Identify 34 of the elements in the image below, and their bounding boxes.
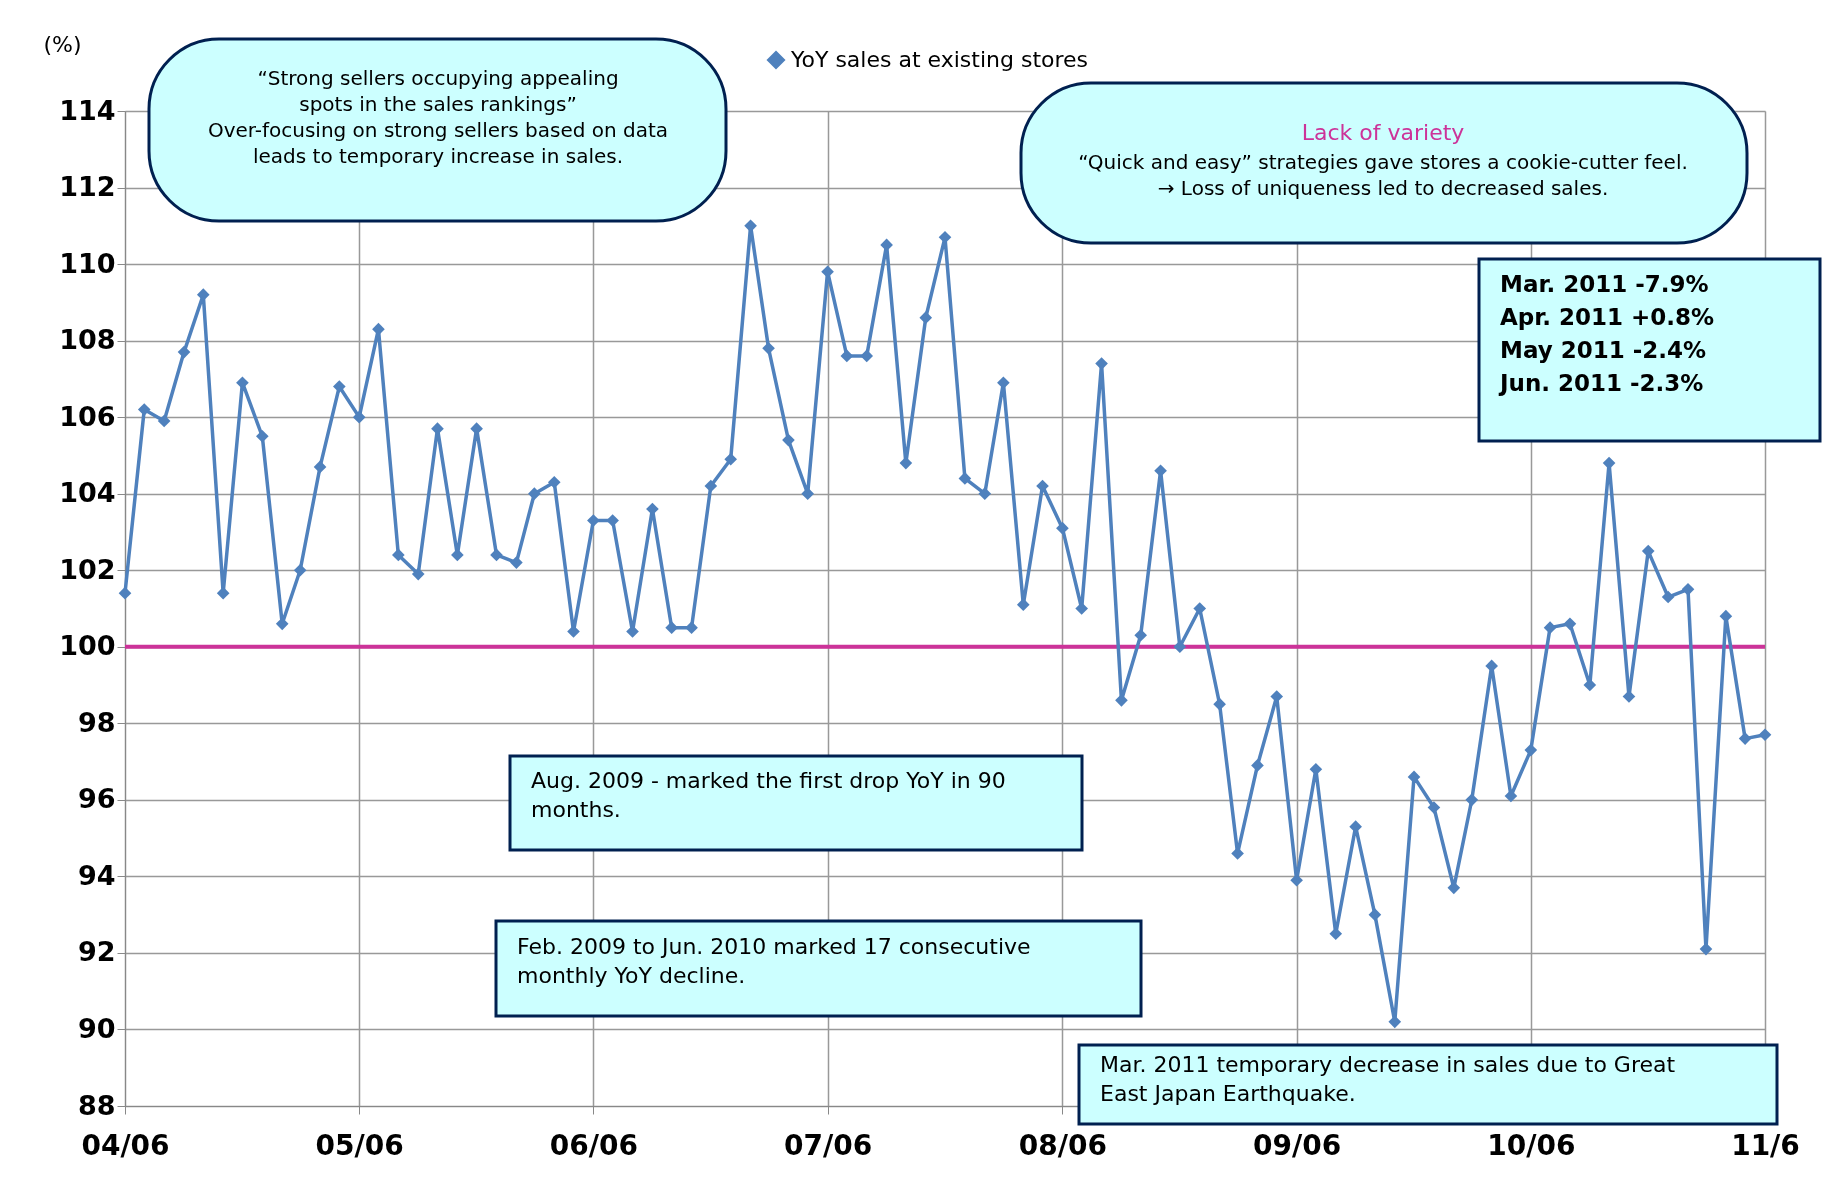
y-tick-label: 94: [77, 859, 116, 891]
y-tick-label: 92: [77, 936, 116, 968]
y-tick-label: 108: [59, 324, 116, 356]
y-tick-label: 90: [77, 1012, 116, 1044]
annotation: Lack of variety: [1301, 120, 1465, 145]
x-tick-label: 05/06: [315, 1128, 404, 1162]
y-tick-label: 112: [59, 171, 116, 203]
annotation: Mar. 2011 -7.9%: [1500, 271, 1709, 297]
x-tick-label: 04/06: [81, 1128, 170, 1162]
legend-label: YoY sales at existing stores: [790, 47, 1089, 72]
annotation: May 2011 -2.4%: [1500, 337, 1707, 363]
y-tick-label: 96: [77, 783, 116, 815]
annotation: Aug. 2009 - marked the first drop YoY in 90 months.: [531, 768, 1006, 822]
y-axis-title: (%): [43, 31, 82, 57]
y-tick-label: 114: [59, 94, 116, 126]
x-tick-label: 07/06: [784, 1128, 873, 1162]
x-tick-label: 06/06: [549, 1128, 638, 1162]
annotation: Mar. 2011 temporary decrease in sales due to Great East Japan Earthquake.: [1100, 1052, 1676, 1106]
annotation: Feb. 2009 to Jun. 2010 marked 17 consecutive monthly YoY decline.: [517, 934, 1031, 988]
annotation: Apr. 2011 +0.8%: [1500, 304, 1715, 330]
x-tick-label: 09/06: [1253, 1128, 1342, 1162]
y-tick-label: 106: [59, 400, 116, 432]
y-tick-label: 110: [59, 247, 116, 279]
x-tick-label: 10/06: [1487, 1128, 1576, 1162]
annotation: “Quick and easy” strategies gave stores a cookie-cutter feel. → Loss of uniqueness led to decreased sales.: [1078, 150, 1688, 200]
annotation: “Strong sellers occupying appealing spots in the sales rankings” Over-focusing on strong sellers based on data leads to temporary increase in sales.: [207, 66, 669, 168]
y-tick-label: 88: [77, 1089, 116, 1121]
y-tick-label: 100: [59, 630, 116, 662]
y-tick-label: 98: [77, 706, 116, 738]
annotation: Jun. 2011 -2.3%: [1498, 370, 1704, 396]
x-tick-label: 08/06: [1018, 1128, 1107, 1162]
x-tick-label: 11/6: [1731, 1128, 1800, 1162]
y-tick-label: 104: [59, 477, 116, 509]
y-tick-label: 102: [59, 553, 116, 585]
